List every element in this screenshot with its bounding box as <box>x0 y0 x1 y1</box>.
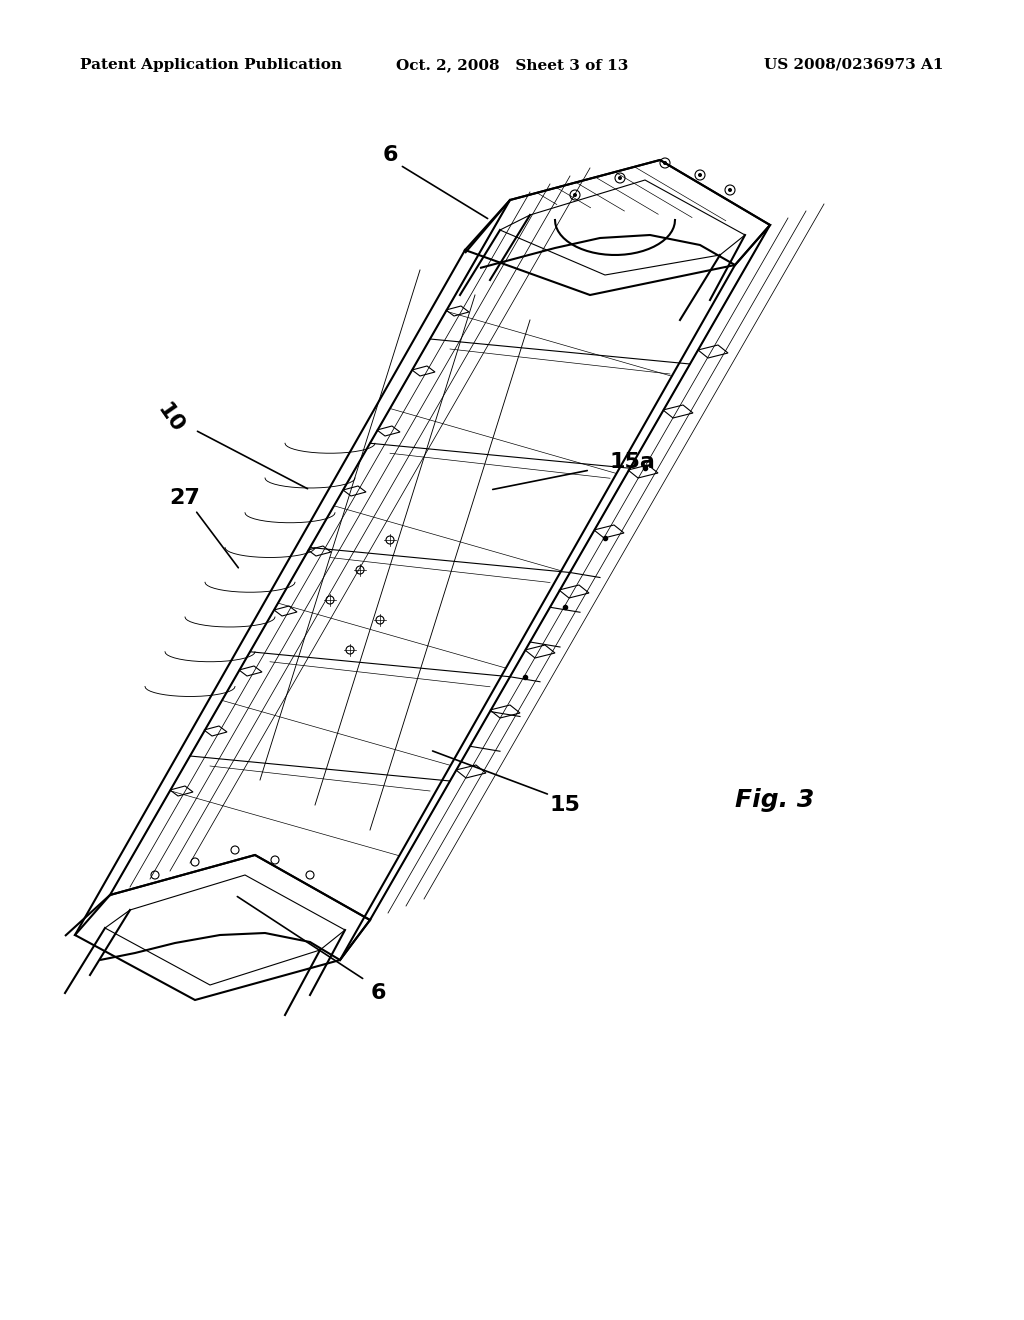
Text: 15a: 15a <box>610 451 656 473</box>
Text: Fig. 3: Fig. 3 <box>735 788 814 812</box>
Circle shape <box>573 193 577 197</box>
Circle shape <box>663 161 667 165</box>
Text: US 2008/0236973 A1: US 2008/0236973 A1 <box>765 58 944 73</box>
Text: 6: 6 <box>382 145 397 165</box>
Text: Patent Application Publication: Patent Application Publication <box>80 58 342 73</box>
Text: 15: 15 <box>550 795 581 814</box>
Text: Oct. 2, 2008   Sheet 3 of 13: Oct. 2, 2008 Sheet 3 of 13 <box>396 58 628 73</box>
Circle shape <box>728 187 732 191</box>
Text: 10: 10 <box>153 400 187 437</box>
Text: 27: 27 <box>170 488 201 508</box>
Circle shape <box>618 176 622 180</box>
Circle shape <box>698 173 702 177</box>
Text: 6: 6 <box>371 983 386 1003</box>
